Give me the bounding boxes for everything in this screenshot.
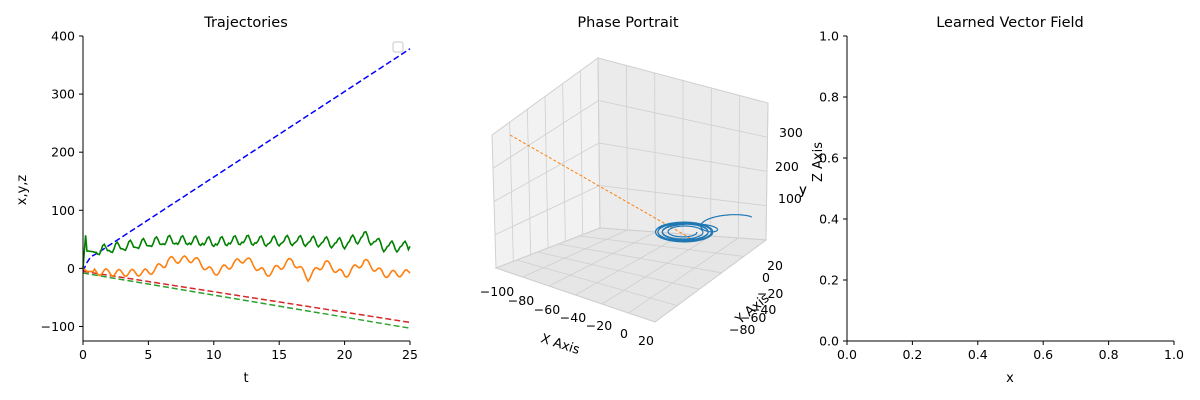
x-3d-tick-label: −20 — [586, 318, 612, 333]
x-3d-tick-label: −100 — [480, 284, 514, 299]
vector-field-panel: Learned Vector Field 0.0 0.2 0.4 0.6 0.8 1.0 0… — [799, 15, 1184, 386]
x-tick-label: 0 — [79, 347, 87, 362]
x-tick-label: 10 — [206, 347, 222, 362]
phase-portrait-title: Phase Portrait — [577, 15, 679, 31]
x-3d-tick-label: 0 — [620, 326, 628, 341]
z-3d-tick-label: 100 — [778, 191, 802, 206]
y-3d-tick-label: 0 — [762, 270, 770, 285]
y-3d-tick-label: −60 — [740, 310, 766, 325]
series-line-3 — [82, 255, 411, 283]
x-axis-3d-label: X Axis — [539, 331, 582, 358]
x-3d-tick-label: 20 — [638, 333, 654, 348]
y-3d-inner-label: y — [799, 183, 807, 198]
trajectories-ylabel: x,y,z — [15, 175, 30, 206]
y-tick-label: 100 — [51, 203, 75, 218]
x-tick-label: 0.8 — [1099, 347, 1119, 362]
y-tick-label: 0.2 — [819, 273, 839, 288]
y-tick-label: −100 — [41, 319, 75, 334]
x-tick-label: 1.0 — [1164, 347, 1184, 362]
vector-field-title: Learned Vector Field — [936, 15, 1084, 31]
y-tick-label: 0 — [67, 261, 75, 276]
trajectories-panel: Trajectories 0 5 10 15 20 25 −100 0 100 200 300 400… — [15, 15, 418, 386]
x-tick-label: 5 — [144, 347, 152, 362]
x-3d-tick-label: −40 — [560, 310, 586, 325]
vector-field-ylabel: y — [799, 183, 807, 198]
x-tick-label: 0.6 — [1033, 347, 1053, 362]
x-tick-label: 0.4 — [968, 347, 988, 362]
y-tick-label: 0.6 — [819, 151, 839, 166]
z-3d-tick-label: 300 — [779, 125, 803, 140]
x-tick-label: 20 — [337, 347, 353, 362]
x-3d-tick-label: −60 — [534, 302, 560, 317]
y-3d-tick-label: 20 — [767, 258, 783, 273]
y-tick-label: 0.8 — [819, 90, 839, 105]
empty-legend-box — [392, 41, 404, 53]
lorenz-attractor-3d — [654, 214, 753, 243]
y-3d-tick-label: −40 — [750, 302, 776, 317]
x-tick-label: 25 — [402, 347, 418, 362]
y-tick-label: 300 — [51, 87, 75, 102]
z-3d-tick-label: 200 — [775, 159, 799, 174]
y-tick-label: 200 — [51, 145, 75, 160]
linear-trajectory-3d — [509, 134, 691, 239]
vector-field-xlabel: x — [1006, 371, 1014, 386]
y-tick-label: 1.0 — [819, 29, 839, 44]
y-3d-tick-label: −80 — [729, 322, 755, 337]
grid-3d — [492, 57, 769, 323]
series-line-4 — [82, 230, 411, 269]
x-tick-label: 0.0 — [837, 347, 857, 362]
z-axis-3d-label: Z Axis — [811, 142, 826, 182]
trajectories-title: Trajectories — [203, 15, 288, 31]
phase-portrait-panel: Phase Portrait −100−80−60−40−200 20200−20… — [480, 15, 826, 358]
trajectories-xlabel: t — [243, 371, 248, 386]
y-3d-tick-label: −20 — [757, 286, 783, 301]
x-3d-tick-label: −80 — [508, 293, 534, 308]
series-line-0 — [82, 48, 411, 272]
series-line-1 — [82, 270, 411, 324]
x-tick-label: 0.2 — [902, 347, 922, 362]
y-tick-label: 400 — [51, 29, 75, 44]
y-tick-label: 0.0 — [819, 334, 839, 349]
x-tick-label: 15 — [271, 347, 287, 362]
y-tick-label: 0.4 — [819, 212, 839, 227]
series-line-2 — [82, 272, 411, 329]
